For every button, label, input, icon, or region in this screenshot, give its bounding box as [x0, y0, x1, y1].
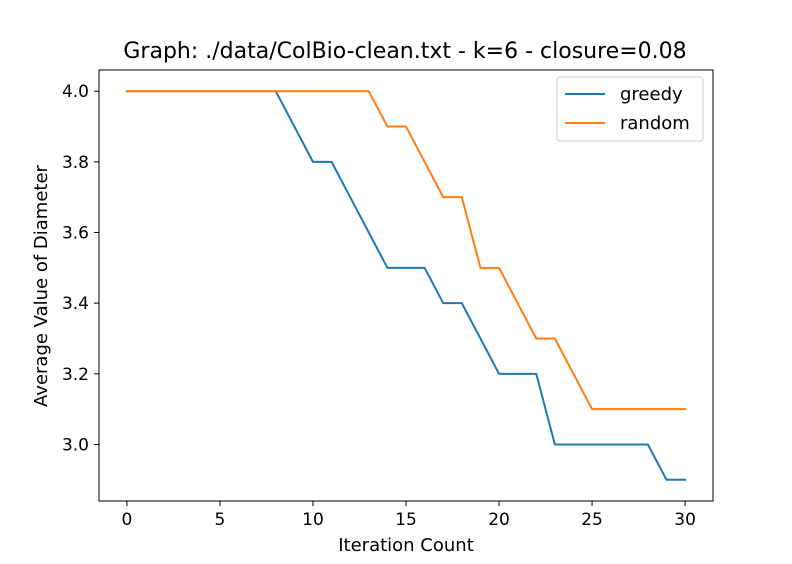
x-tick-label: 10	[302, 510, 324, 530]
x-axis-label: Iteration Count	[338, 535, 474, 556]
y-tick-label: 3.0	[62, 435, 89, 455]
y-tick-label: 3.8	[62, 153, 89, 173]
x-axis: 0 5 10 15 20 25 30	[121, 501, 696, 530]
y-tick-label: 3.4	[62, 294, 89, 314]
legend: greedy random	[556, 76, 704, 142]
x-tick-label: 15	[395, 510, 417, 530]
x-tick-label: 30	[674, 510, 696, 530]
legend-label-greedy: greedy	[620, 84, 683, 105]
x-tick-label: 25	[581, 510, 603, 530]
x-tick-label: 20	[488, 510, 510, 530]
y-axis-label: Average Value of Diameter	[31, 164, 52, 406]
x-tick-label: 0	[121, 510, 132, 530]
y-tick-label: 3.2	[62, 365, 89, 385]
legend-label-random: random	[620, 113, 690, 134]
x-tick-label: 5	[215, 510, 226, 530]
series-line-random	[125, 90, 687, 411]
y-tick-label: 3.6	[62, 224, 89, 244]
plot-area	[125, 90, 687, 481]
chart-title: Graph: ./data/ColBio-clean.txt - k=6 - c…	[123, 39, 686, 64]
y-axis: 3.0 3.2 3.4 3.6 3.8 4.0	[62, 82, 99, 455]
y-tick-label: 4.0	[62, 82, 89, 102]
series-line-greedy	[125, 90, 687, 481]
